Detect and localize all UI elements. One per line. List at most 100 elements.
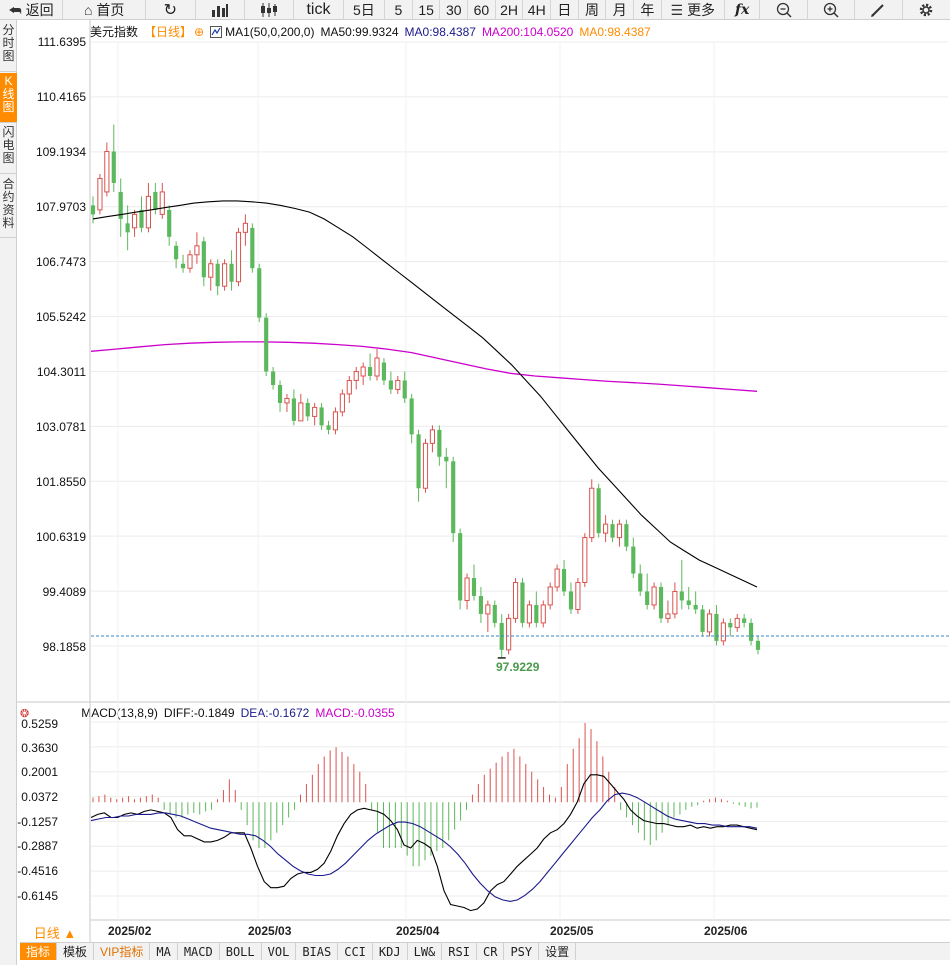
tab-flash[interactable]: 闪电图 — [0, 124, 17, 174]
macd-settings-icon[interactable]: ❂ — [20, 707, 30, 720]
ma200-value: MA200:104.0520 — [481, 24, 574, 39]
y-tick: 111.6395 — [37, 35, 86, 49]
candle — [471, 564, 477, 601]
period-select-button[interactable]: 日线 ▲ — [33, 926, 77, 941]
zoom-in-button[interactable] — [808, 0, 856, 20]
candle — [242, 214, 248, 246]
candle-body — [416, 434, 421, 489]
period-label: 15 — [418, 2, 434, 18]
period-2h[interactable]: 2H — [496, 0, 524, 20]
x-tick: 2025/03 — [248, 924, 292, 938]
ma200-line — [90, 341, 758, 392]
candle-body — [638, 573, 643, 592]
add-icon[interactable]: ⊕ — [194, 24, 205, 39]
candle-body — [603, 523, 609, 534]
candle-body — [353, 371, 359, 381]
candle — [409, 393, 414, 444]
period-tag[interactable]: 【日线】 — [144, 25, 193, 39]
top-toolbar: ⮪ 返回 ⌂ 首页 ↻ tick 5日 5 15 30 60 2H 4H 日 周 月… — [0, 0, 950, 20]
indicator-tab[interactable]: MA — [150, 943, 178, 960]
macd-y-tick: 0.3630 — [21, 741, 58, 755]
indicator-tab[interactable]: KDJ — [373, 943, 408, 960]
candle-body — [616, 523, 623, 539]
period-4h[interactable]: 4H — [523, 0, 552, 20]
settings-button[interactable] — [903, 0, 950, 20]
candle — [422, 438, 429, 493]
macd-title: MACD(13,8,9) — [81, 706, 158, 720]
candle — [728, 618, 733, 637]
period-15[interactable]: 15 — [413, 0, 441, 20]
bar-chart-button[interactable] — [196, 0, 245, 20]
period-label: 年 — [640, 2, 655, 18]
candle — [332, 407, 339, 435]
period-day[interactable]: 日 — [551, 0, 579, 20]
indicator-icon[interactable] — [210, 25, 223, 38]
candle-body — [271, 371, 276, 385]
tick-button[interactable]: tick — [294, 0, 344, 20]
indicator-tab[interactable]: BOLL — [220, 943, 262, 960]
indicator-tab[interactable]: VIP指标 — [94, 943, 151, 960]
candle — [346, 375, 352, 403]
indicator-tab[interactable]: 设置 — [539, 943, 577, 960]
candle — [734, 613, 740, 632]
zoom-out-button[interactable] — [760, 0, 808, 20]
candle — [145, 182, 151, 233]
indicator-tab[interactable]: VOL — [262, 943, 297, 960]
y-tick: 105.5242 — [35, 310, 86, 324]
refresh-button[interactable]: ↻ — [146, 0, 196, 20]
period-week[interactable]: 周 — [579, 0, 607, 20]
y-tick: 107.9703 — [35, 200, 86, 214]
home-button[interactable]: ⌂ 首页 — [63, 0, 147, 20]
formula-button[interactable]: fx — [725, 0, 761, 20]
period-year[interactable]: 年 — [634, 0, 662, 20]
more-button[interactable]: ☰ 更多 — [662, 0, 725, 20]
indicator-tab[interactable]: CCI — [338, 943, 373, 960]
candle — [665, 600, 671, 623]
five-day-button[interactable]: 5日 — [344, 0, 386, 20]
candle — [679, 560, 684, 610]
period-5[interactable]: 5 — [385, 0, 413, 20]
y-tick: 99.4089 — [42, 585, 86, 599]
period-30[interactable]: 30 — [440, 0, 469, 20]
macd-legend: ❂ MACD(13,8,9) DIFF:-0.1849 DEA:-0.1672 … — [20, 706, 401, 720]
candle-body — [284, 397, 290, 404]
indicator-tab[interactable]: 指标 — [20, 943, 58, 960]
period-60[interactable]: 60 — [468, 0, 496, 20]
candle — [235, 227, 242, 287]
draw-line-button[interactable] — [855, 0, 903, 20]
candle — [520, 578, 525, 628]
candle-body — [159, 191, 165, 215]
period-month[interactable]: 月 — [606, 0, 635, 20]
candle — [368, 353, 373, 381]
indicator-tab[interactable]: CR — [477, 943, 505, 960]
candle — [257, 263, 262, 323]
y-tick: 103.0781 — [35, 420, 86, 434]
candle — [429, 425, 436, 453]
tab-char: 电 — [2, 138, 15, 152]
candle — [506, 613, 512, 655]
tab-contract-info[interactable]: 合约资料 — [0, 176, 17, 238]
back-button[interactable]: ⮪ 返回 — [0, 0, 64, 20]
indicator-tab[interactable]: PSY — [504, 943, 540, 960]
indicator-tab[interactable]: RSI — [442, 943, 477, 960]
candle — [339, 389, 345, 417]
y-tick: 104.3011 — [36, 365, 86, 379]
candle — [624, 519, 629, 552]
candle — [174, 241, 179, 269]
indicator-tab[interactable]: LW& — [408, 943, 443, 960]
home-label: 首页 — [96, 2, 125, 18]
indicator-tab[interactable]: 模板 — [57, 943, 95, 960]
indicator-tab[interactable]: MACD — [178, 943, 220, 960]
macd-y-tick: 0.5259 — [21, 717, 58, 731]
tab-timeshare[interactable]: 分时图 — [0, 22, 17, 72]
candle-type-button[interactable] — [245, 0, 295, 20]
candle — [658, 582, 664, 623]
candlestick-icon — [261, 3, 278, 17]
candle-body — [679, 591, 684, 601]
x-tick: 2025/06 — [704, 924, 748, 938]
candle — [312, 402, 318, 426]
tab-char: 线 — [2, 87, 15, 101]
indicator-tab[interactable]: BIAS — [296, 943, 339, 960]
